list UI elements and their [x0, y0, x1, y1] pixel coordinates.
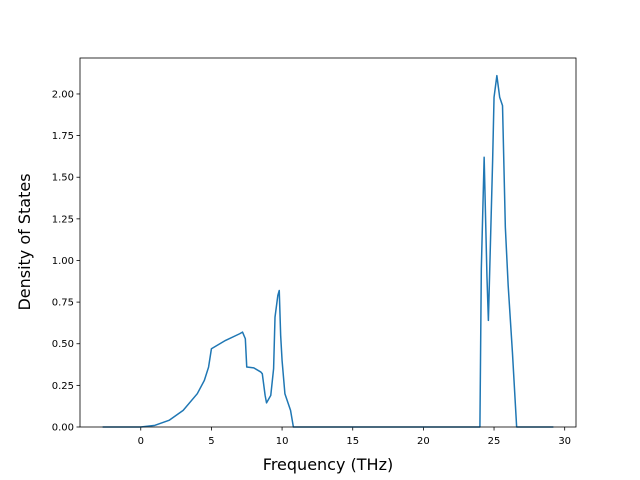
y-tick-label: 1.75 [52, 131, 74, 142]
y-tick-label: 1.25 [52, 214, 74, 225]
y-tick-label: 1.50 [52, 173, 74, 184]
y-tick-label: 2.00 [52, 89, 74, 100]
y-tick-label: 0.25 [52, 381, 74, 392]
y-tick-label: 0.00 [52, 423, 74, 434]
x-tick-label: 25 [488, 436, 501, 447]
x-tick-label: 0 [138, 436, 144, 447]
x-tick-label: 15 [346, 436, 359, 447]
y-tick-label: 1.00 [52, 256, 74, 267]
y-tick-label: 0.75 [52, 298, 74, 309]
x-axis-label: Frequency (THz) [263, 455, 393, 474]
x-tick-label: 10 [276, 436, 289, 447]
y-tick-label: 0.50 [52, 339, 74, 350]
line-series [102, 74, 554, 428]
plot-frame [79, 57, 577, 428]
x-tick-label: 20 [417, 436, 430, 447]
x-tick-label: 5 [208, 436, 214, 447]
x-tick-label: 30 [558, 436, 571, 447]
y-axis-label: Density of States [15, 173, 34, 310]
